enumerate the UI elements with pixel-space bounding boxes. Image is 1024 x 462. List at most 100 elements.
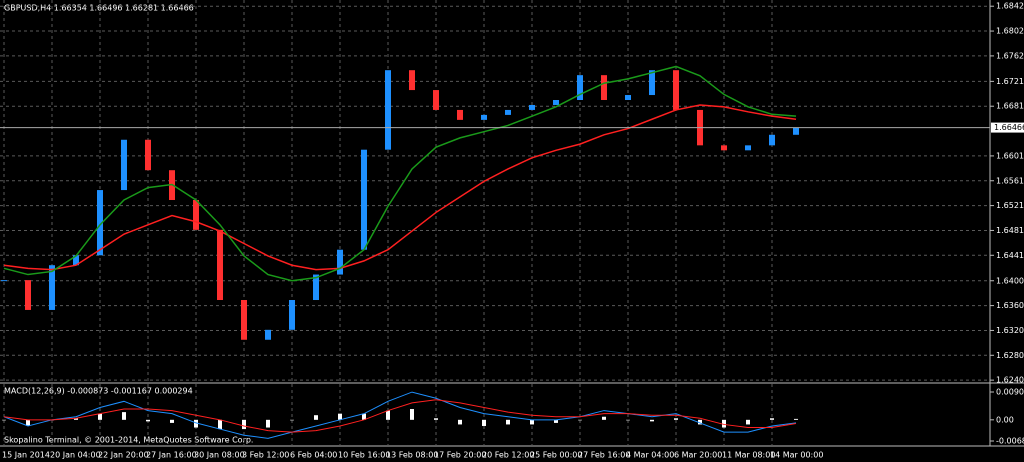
- candle: [553, 100, 559, 105]
- histogram-bar: [98, 413, 102, 420]
- histogram-bar: [194, 419, 198, 428]
- histogram-bar: [482, 419, 486, 426]
- candle: [457, 109, 463, 120]
- x-tick-label: 20 Feb 12:00: [482, 451, 534, 460]
- histogram-bar: [218, 419, 222, 430]
- x-tick-label: 10 Feb 16:00: [338, 451, 390, 460]
- last-price-box: [991, 122, 1024, 133]
- y-tick-label: 1.62400: [996, 376, 1024, 385]
- y-tick-label: 1.62800: [996, 351, 1024, 360]
- candle: [265, 329, 271, 340]
- candle: [1, 280, 7, 282]
- candle: [721, 145, 727, 151]
- candle: [217, 229, 223, 301]
- candle: [385, 70, 391, 150]
- histogram-bar: [2, 419, 6, 421]
- y-tick-label: 1.67210: [996, 77, 1024, 86]
- histogram-bar: [602, 416, 606, 420]
- histogram-bar: [674, 418, 678, 420]
- y-tick-label: 1.68420: [996, 2, 1024, 11]
- y-tick-label: 1.63600: [996, 301, 1024, 310]
- x-tick-label: 30 Jan 08:00: [194, 451, 245, 460]
- x-tick-label: 6 Feb 04:00: [290, 451, 337, 460]
- candle: [793, 127, 799, 135]
- y-tick-label: 1.63200: [996, 326, 1024, 335]
- y-tick-label: 1.66010: [996, 151, 1024, 160]
- x-tick-label: 27 Feb 16:00: [578, 451, 630, 460]
- candle: [337, 249, 343, 275]
- x-tick-label: 3 Feb 12:00: [242, 451, 289, 460]
- histogram-bar: [578, 419, 582, 421]
- moving-average: [3, 104, 797, 271]
- x-tick-label: 27 Jan 16:00: [146, 451, 197, 460]
- histogram-bar: [434, 418, 438, 420]
- candle: [769, 134, 775, 146]
- candle: [145, 139, 151, 171]
- x-tick-label: 15 Jan 2014: [2, 451, 50, 460]
- y-tick-label: -0.006874: [996, 437, 1024, 446]
- macd-title: MACD(12,26,9) -0.000873 -0.001167 0.0002…: [4, 387, 193, 396]
- histogram-bar: [26, 419, 30, 426]
- histogram-bar: [794, 418, 798, 420]
- histogram-bar: [146, 419, 150, 422]
- y-tick-label: 1.66810: [996, 102, 1024, 111]
- x-tick-label: 4 Mar 04:00: [626, 451, 674, 460]
- candle: [481, 114, 487, 120]
- candle: [577, 75, 583, 101]
- histogram-bar: [746, 419, 750, 425]
- candle: [625, 95, 631, 101]
- candle: [313, 274, 319, 301]
- candle: [529, 104, 535, 110]
- histogram-bar: [362, 413, 366, 420]
- histogram-bar: [170, 419, 174, 423]
- candle: [121, 139, 127, 191]
- last-price-label: 1.66466: [994, 123, 1024, 132]
- y-tick-label: 0.00: [996, 415, 1014, 424]
- candle: [193, 200, 199, 230]
- x-tick-label: 17 Feb 20:00: [434, 451, 486, 460]
- histogram-bar: [266, 419, 270, 428]
- y-tick-label: 1.68020: [996, 27, 1024, 36]
- histogram-bar: [410, 409, 414, 420]
- x-tick-label: 13 Feb 08:00: [386, 451, 438, 460]
- moving-average: [3, 65, 797, 282]
- candle: [97, 190, 103, 256]
- candle: [433, 90, 439, 110]
- candle: [289, 300, 295, 330]
- histogram-bar: [386, 410, 390, 420]
- candle: [241, 300, 247, 340]
- macd-line: [3, 399, 797, 433]
- x-tick-label: 22 Jan 20:00: [98, 451, 149, 460]
- candle: [73, 255, 79, 266]
- candle: [745, 145, 751, 151]
- candle: [673, 70, 679, 110]
- y-tick-label: 1.65210: [996, 201, 1024, 210]
- histogram-bar: [554, 419, 558, 423]
- histogram-bar: [314, 415, 318, 420]
- candle: [49, 265, 55, 310]
- histogram-bar: [74, 418, 78, 420]
- chart-title: GBPUSD,H4 1.66354 1.66496 1.66281 1.6646…: [4, 4, 194, 13]
- histogram-bar: [626, 419, 630, 421]
- x-tick-label: 14 Mar 00:00: [770, 451, 823, 460]
- candle: [409, 70, 415, 91]
- x-tick-label: 6 Mar 20:00: [674, 451, 722, 460]
- x-tick-label: 20 Jan 04:00: [50, 451, 101, 460]
- candle: [649, 70, 655, 96]
- histogram-bar: [530, 419, 534, 425]
- histogram-bar: [722, 419, 726, 428]
- histogram-bar: [242, 419, 246, 430]
- histogram-bar: [698, 419, 702, 425]
- histogram-bar: [458, 419, 462, 425]
- y-tick-label: 1.67620: [996, 51, 1024, 60]
- x-tick-label: 25 Feb 00:00: [530, 451, 582, 460]
- histogram-bar: [650, 419, 654, 422]
- y-tick-label: 1.64000: [996, 276, 1024, 285]
- candle: [505, 109, 511, 115]
- histogram-bar: [290, 419, 294, 421]
- candle: [25, 280, 31, 310]
- candle: [361, 149, 367, 250]
- x-tick-label: 11 Mar 08:00: [722, 451, 775, 460]
